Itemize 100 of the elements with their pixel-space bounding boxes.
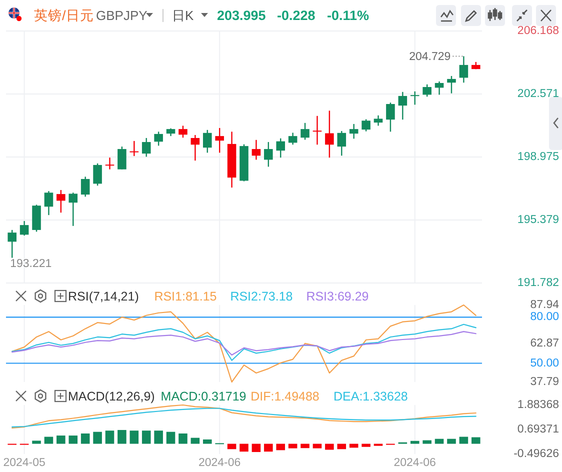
candlestick	[178, 125, 188, 138]
bar	[56, 436, 66, 444]
series-label: RSI1:81.15	[154, 290, 217, 304]
bar	[130, 430, 139, 444]
candlestick	[105, 157, 114, 170]
candlestick	[300, 122, 310, 140]
bar	[264, 444, 273, 452]
candlestick	[252, 139, 261, 160]
bar	[227, 444, 236, 450]
series-label: DEA:1.33628	[334, 390, 408, 404]
bar	[472, 437, 480, 444]
candlestick	[410, 90, 420, 106]
bar	[362, 444, 370, 447]
candlestick	[362, 118, 370, 132]
bar	[166, 432, 176, 444]
bar	[240, 444, 248, 452]
y-tick-label: 87.94	[530, 299, 560, 311]
annotation: 193.221	[10, 258, 52, 270]
candlestick	[215, 127, 224, 154]
bar	[434, 438, 444, 444]
text: -0.11%	[327, 8, 370, 23]
series-label: DIF:1.49488	[250, 390, 320, 404]
candlestick	[190, 134, 200, 162]
y-tick-label: 191.782	[517, 277, 559, 289]
bar	[44, 436, 54, 444]
bar	[80, 433, 90, 444]
bar	[410, 440, 420, 444]
y-tick-label: 206.168	[517, 25, 559, 37]
candlestick	[447, 75, 456, 94]
candlestick	[276, 138, 286, 158]
candlestick	[422, 84, 432, 98]
x-tick-label: 2024-06	[198, 457, 241, 469]
y-tick-label: 62.87	[530, 337, 559, 350]
candlestick	[349, 123, 358, 140]
text: RSI2:73.18	[230, 290, 293, 304]
candlestick	[93, 162, 102, 186]
line-series	[12, 324, 476, 361]
bar	[202, 439, 212, 444]
candlestick	[118, 146, 126, 170]
line-series	[12, 408, 476, 428]
bar	[178, 433, 188, 444]
bar	[142, 430, 151, 444]
candlestick	[398, 91, 408, 120]
candlestick	[264, 141, 273, 168]
chart-title: 英镑/日元	[34, 8, 94, 23]
bar	[190, 438, 200, 444]
candlestick	[312, 115, 322, 146]
text: MACD:0.31719	[160, 390, 246, 404]
text: RSI3:69.29	[306, 290, 369, 304]
candlestick	[459, 56, 468, 84]
candlestick	[202, 129, 212, 154]
line-series	[12, 304, 476, 383]
candlestick	[386, 102, 395, 132]
candlestick	[142, 137, 151, 158]
candlestick	[434, 80, 444, 96]
y-tick-label: -0.49626	[514, 448, 559, 460]
candlestick	[20, 220, 29, 236]
bar	[252, 444, 261, 452]
bar	[459, 436, 468, 444]
bar	[325, 444, 334, 450]
y-tick-label: 198.975	[517, 151, 559, 163]
text: -0.228	[277, 8, 316, 23]
ref-line-label: 80.00	[530, 311, 559, 324]
chart-subtitle: GBPJPY	[96, 8, 148, 23]
bar	[105, 430, 114, 444]
y-tick-label: 0.69371	[517, 424, 559, 436]
bar	[68, 436, 78, 444]
bar	[312, 444, 322, 448]
bar	[447, 438, 456, 444]
x-tick-label: 2024-05	[3, 457, 46, 469]
y-tick-label: 1.88368	[517, 399, 559, 411]
bar	[288, 444, 298, 448]
ref-line-label: 50.00	[530, 357, 559, 370]
candlestick	[56, 189, 66, 214]
candlestick	[325, 110, 334, 158]
y-tick-label: 195.379	[517, 214, 559, 226]
candlestick	[44, 190, 54, 216]
bar	[93, 432, 102, 444]
text: 203.995	[217, 8, 266, 23]
y-tick-label: 202.571	[517, 88, 559, 100]
candlestick	[8, 229, 16, 258]
x-tick-label: 2024-06	[394, 457, 436, 469]
y-tick-label: 37.79	[530, 376, 559, 388]
candlestick	[68, 192, 78, 227]
candlestick	[337, 130, 346, 156]
bar	[337, 444, 346, 450]
bar	[118, 430, 126, 444]
bar	[32, 440, 41, 444]
chart-title: RSI(7,14,21)	[68, 290, 139, 304]
text: 日K	[172, 8, 194, 23]
bar	[422, 440, 432, 444]
candlestick	[374, 114, 383, 126]
annotation: 204.729	[409, 51, 451, 64]
candlestick	[130, 140, 139, 157]
chart-title: MACD(12,26,9)	[68, 390, 155, 404]
bar	[276, 444, 286, 450]
bar	[154, 430, 163, 444]
candlestick	[288, 132, 298, 146]
bar	[300, 444, 310, 448]
candlestick	[80, 176, 90, 198]
